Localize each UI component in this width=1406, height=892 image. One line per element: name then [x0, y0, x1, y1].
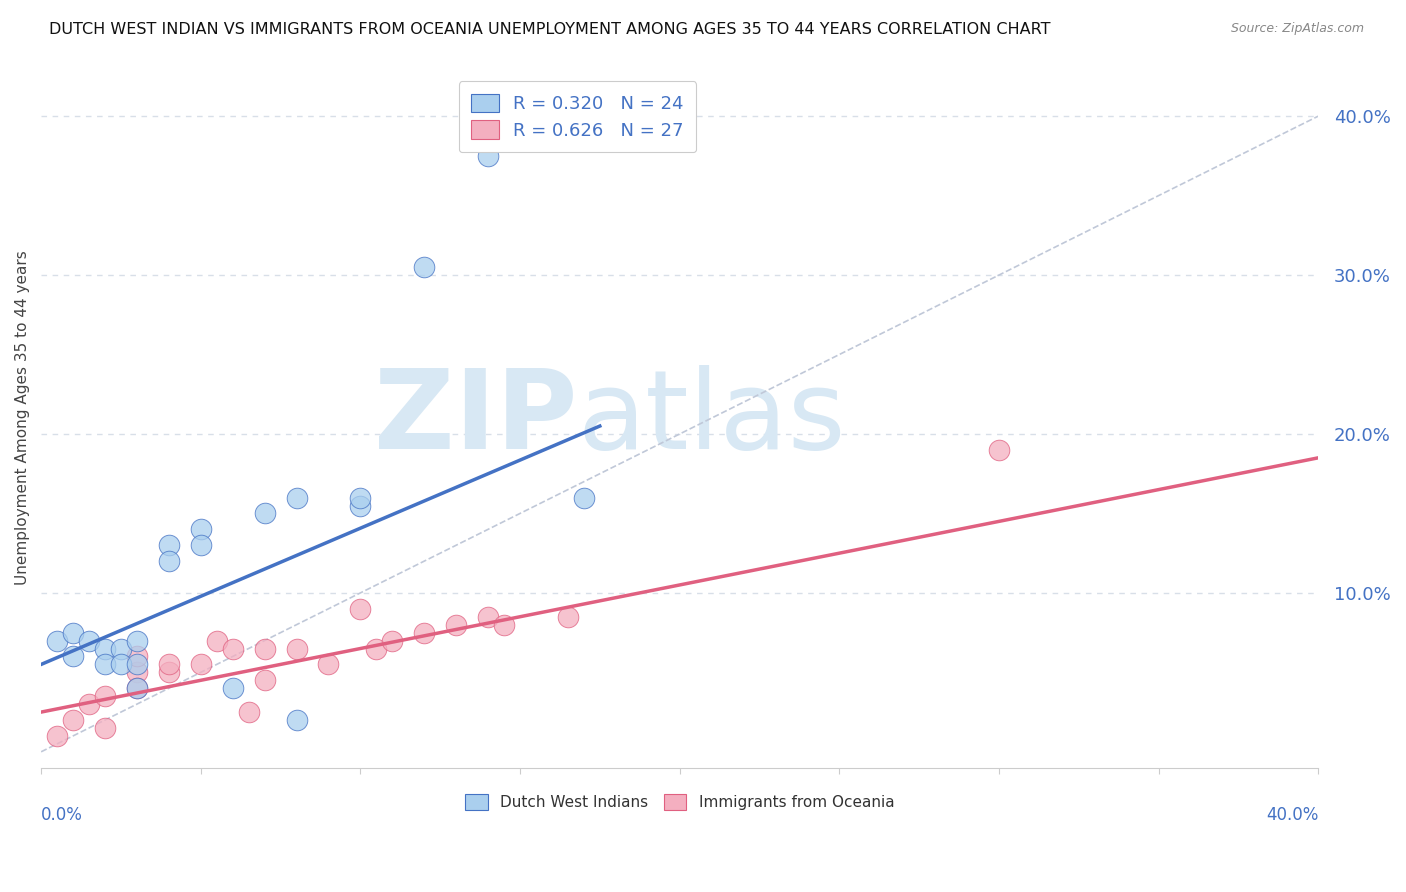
Point — [157, 665, 180, 680]
Point — [253, 507, 276, 521]
Point — [221, 641, 243, 656]
Point — [253, 641, 276, 656]
Point — [94, 641, 117, 656]
Point — [477, 149, 499, 163]
Point — [349, 602, 371, 616]
Point — [94, 657, 117, 672]
Point — [190, 538, 212, 552]
Point — [77, 633, 100, 648]
Point — [46, 633, 69, 648]
Point — [557, 609, 579, 624]
Point — [110, 657, 132, 672]
Point — [190, 522, 212, 536]
Legend: Dutch West Indians, Immigrants from Oceania: Dutch West Indians, Immigrants from Ocea… — [458, 788, 900, 816]
Text: Source: ZipAtlas.com: Source: ZipAtlas.com — [1230, 22, 1364, 36]
Point — [205, 633, 228, 648]
Point — [285, 641, 308, 656]
Point — [62, 713, 84, 727]
Point — [413, 625, 436, 640]
Point — [413, 260, 436, 274]
Point — [125, 681, 148, 696]
Text: 0.0%: 0.0% — [41, 806, 83, 824]
Point — [125, 649, 148, 664]
Point — [572, 491, 595, 505]
Point — [349, 491, 371, 505]
Text: atlas: atlas — [578, 365, 846, 472]
Point — [477, 609, 499, 624]
Point — [190, 657, 212, 672]
Point — [46, 729, 69, 743]
Point — [77, 697, 100, 711]
Text: DUTCH WEST INDIAN VS IMMIGRANTS FROM OCEANIA UNEMPLOYMENT AMONG AGES 35 TO 44 YE: DUTCH WEST INDIAN VS IMMIGRANTS FROM OCE… — [49, 22, 1050, 37]
Point — [381, 633, 404, 648]
Point — [62, 625, 84, 640]
Point — [125, 633, 148, 648]
Point — [349, 499, 371, 513]
Point — [94, 689, 117, 703]
Point — [987, 442, 1010, 457]
Point — [221, 681, 243, 696]
Point — [444, 617, 467, 632]
Point — [285, 491, 308, 505]
Point — [94, 721, 117, 735]
Y-axis label: Unemployment Among Ages 35 to 44 years: Unemployment Among Ages 35 to 44 years — [15, 251, 30, 585]
Text: 40.0%: 40.0% — [1265, 806, 1319, 824]
Point — [285, 713, 308, 727]
Point — [157, 538, 180, 552]
Point — [157, 554, 180, 568]
Point — [125, 665, 148, 680]
Point — [366, 641, 388, 656]
Text: ZIP: ZIP — [374, 365, 578, 472]
Point — [253, 673, 276, 688]
Point — [110, 641, 132, 656]
Point — [492, 617, 515, 632]
Point — [125, 681, 148, 696]
Point — [157, 657, 180, 672]
Point — [62, 649, 84, 664]
Point — [125, 657, 148, 672]
Point — [318, 657, 340, 672]
Point — [238, 705, 260, 719]
